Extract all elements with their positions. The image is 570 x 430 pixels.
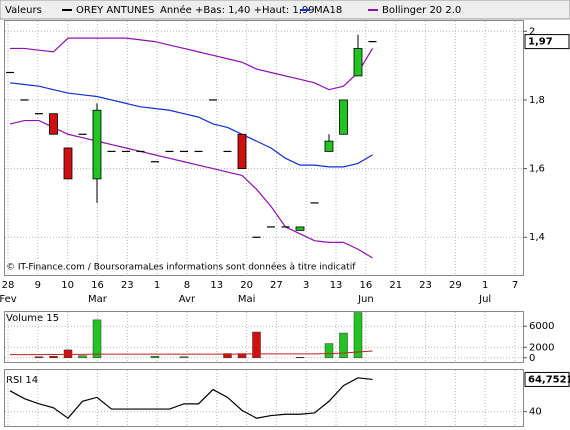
x-month-label: Avr	[179, 294, 196, 305]
source-note: © IT-Finance.com / BoursoramaLes informa…	[6, 262, 356, 273]
last-value-box	[524, 34, 570, 50]
x-month-label: Mar	[88, 294, 108, 305]
candle-body	[49, 113, 58, 135]
volume-bar	[339, 332, 348, 359]
x-tick-label: 23	[419, 280, 432, 291]
y-tick-label: 1,4	[529, 232, 545, 243]
y-tick-label: 1,6	[529, 164, 545, 175]
price-panel	[4, 20, 524, 276]
x-month-label: Mai	[238, 294, 256, 305]
volume-bar	[63, 349, 73, 359]
y-tick-label: 40	[529, 407, 542, 418]
x-month-label: Jun	[357, 294, 374, 305]
x-tick-label: 1	[482, 280, 488, 291]
volume-bar	[295, 357, 305, 359]
x-tick-label: 9	[35, 280, 41, 291]
last-value-box	[524, 371, 570, 387]
x-month-label: Jul	[478, 294, 491, 305]
legend-label: OREY ANTUNES	[76, 5, 154, 16]
rsi-title: RSI 14	[6, 375, 38, 386]
x-tick-label: 27	[270, 280, 283, 291]
candle-body	[353, 48, 363, 77]
x-tick-label: 13	[330, 280, 343, 291]
volume-bar	[353, 312, 363, 359]
x-tick-label: 8	[184, 280, 190, 291]
x-tick-label: 7	[512, 280, 518, 291]
rsi-panel	[4, 369, 524, 427]
x-tick-label: 28	[2, 280, 15, 291]
x-tick-label: 16	[360, 280, 373, 291]
candle-body	[295, 226, 305, 231]
header-bar	[0, 0, 570, 20]
candle-body	[324, 140, 334, 152]
x-tick-label: 10	[61, 280, 74, 291]
volume-bar	[92, 319, 102, 359]
panel-title: Valeurs	[5, 5, 42, 16]
volume-bar	[223, 353, 232, 359]
volume-average	[10, 350, 373, 356]
legend-label: MA18	[314, 5, 342, 16]
legend-label: Bollinger 20 2.0	[382, 5, 461, 16]
x-month-label: Fev	[0, 294, 17, 305]
volume-bar	[34, 356, 44, 359]
volume-bar	[252, 331, 261, 359]
x-tick-label: 21	[389, 280, 402, 291]
x-tick-label: 13	[210, 280, 223, 291]
last-value-label: 1,97	[528, 37, 553, 48]
x-tick-label: 16	[91, 280, 104, 291]
volume-bar	[150, 355, 160, 359]
y-tick-label: 0	[529, 353, 535, 364]
rsi-line	[9, 377, 373, 419]
y-tick-label: 2	[529, 26, 535, 37]
y-tick-label: 2000	[529, 342, 554, 353]
volume-bar	[78, 355, 87, 359]
candle-body	[92, 109, 102, 180]
candle-body	[63, 147, 73, 180]
subtitle: Année +Bas: 1,40 +Haut: 1,99	[160, 4, 315, 16]
overlay-line-lower	[9, 119, 373, 259]
y-tick-label: 1,8	[529, 95, 545, 106]
x-tick-label: 20	[240, 280, 253, 291]
candle-body	[237, 133, 247, 169]
x-tick-label: 29	[449, 280, 462, 291]
overlay-line	[10, 37, 374, 91]
candle-body	[339, 99, 348, 135]
last-value-label: 64,7521	[528, 374, 570, 385]
volume-bar	[49, 355, 58, 359]
volume-title: Volume 15	[6, 313, 59, 324]
volume-bar	[324, 343, 334, 359]
x-tick-label: 23	[121, 280, 134, 291]
overlay-line	[9, 82, 373, 168]
y-tick-label: 6000	[529, 321, 554, 332]
x-tick-label: 1	[154, 280, 160, 291]
volume-bar	[179, 356, 189, 359]
x-tick-label: 3	[303, 280, 309, 291]
